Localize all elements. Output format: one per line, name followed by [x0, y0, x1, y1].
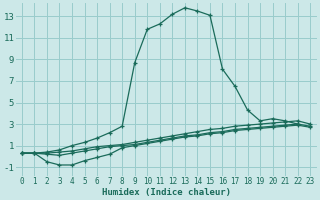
X-axis label: Humidex (Indice chaleur): Humidex (Indice chaleur) [101, 188, 231, 197]
